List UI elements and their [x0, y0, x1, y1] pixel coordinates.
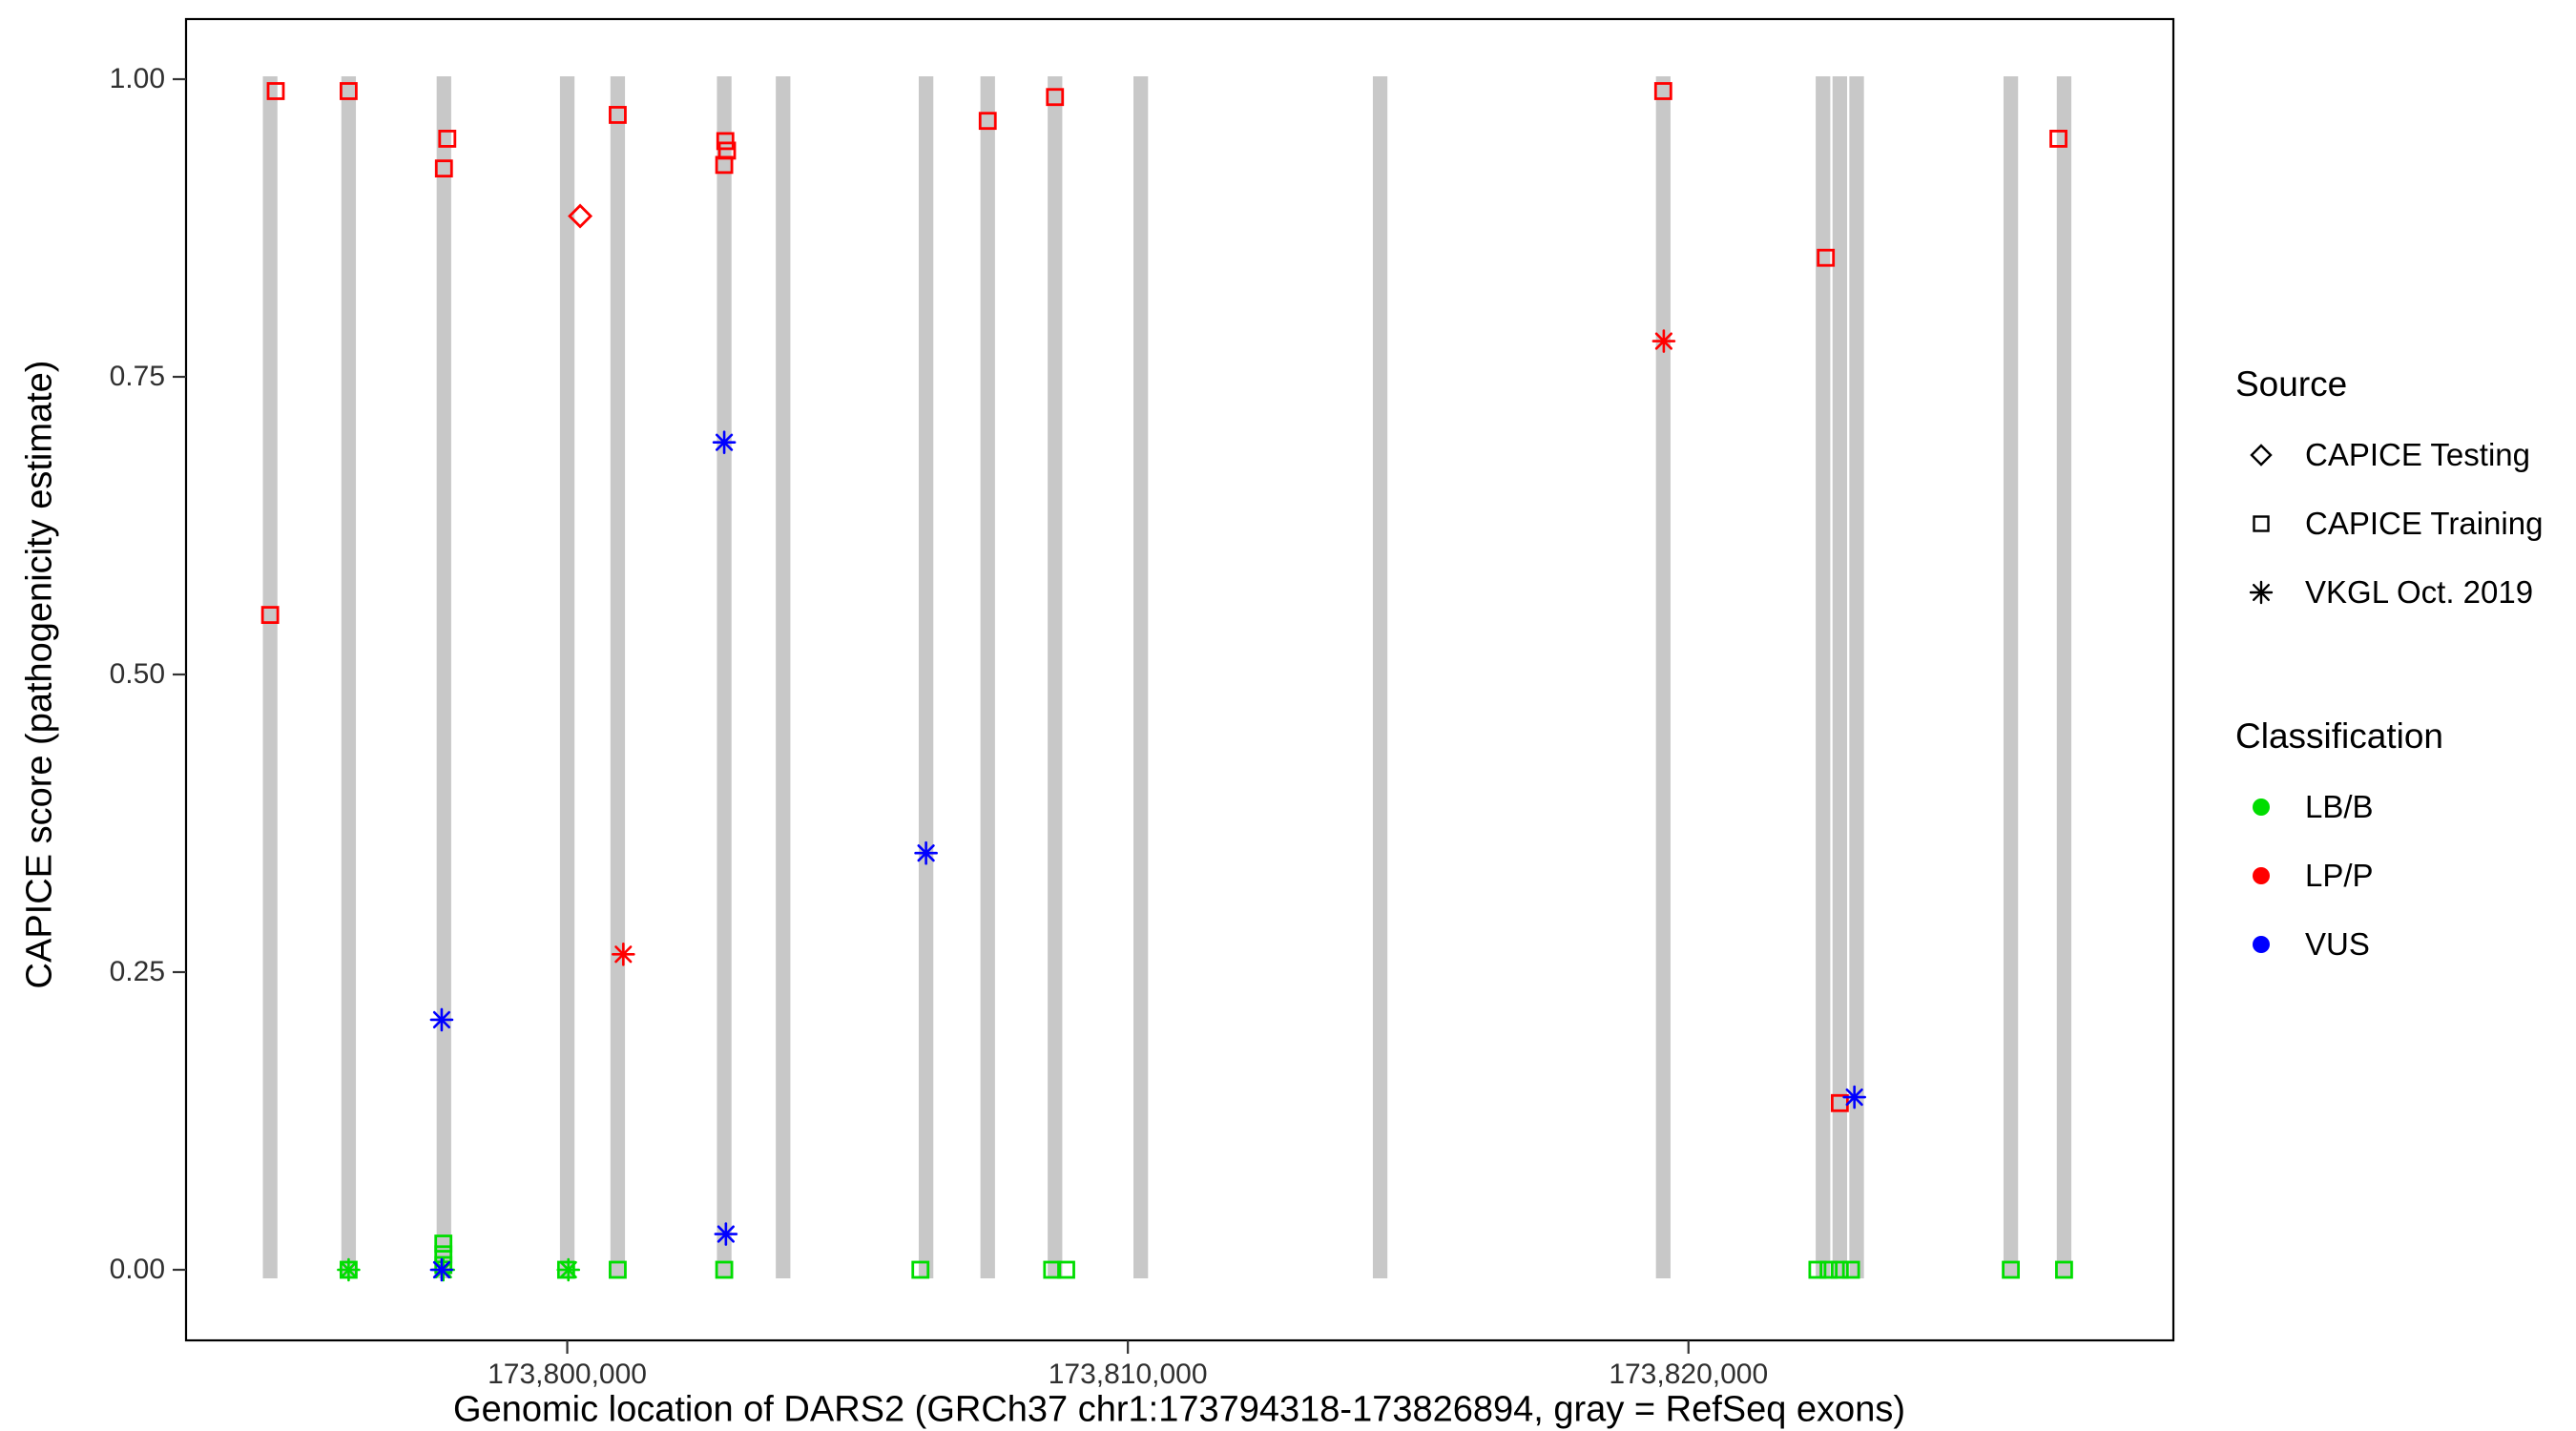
data-point-square — [609, 1260, 627, 1279]
red-dot-icon — [2223, 855, 2299, 897]
panel-border — [184, 17, 2175, 1342]
data-point-asterisk — [1842, 1085, 1866, 1110]
data-point-square — [340, 82, 358, 100]
legend-label: CAPICE Training — [2305, 506, 2544, 541]
legend-item-lbb: LB/B — [2223, 777, 2374, 838]
exon-band — [436, 76, 451, 1278]
data-point-asterisk — [1652, 329, 1676, 353]
exon-band — [717, 76, 732, 1278]
exon-band — [1372, 76, 1388, 1278]
exon-band — [1048, 76, 1063, 1278]
data-point-asterisk — [556, 1257, 581, 1282]
data-point-square — [2002, 1260, 2020, 1279]
exon-band — [1655, 76, 1671, 1278]
data-point-asterisk — [429, 1007, 454, 1032]
data-point-square — [434, 1234, 453, 1253]
y-tick-label: 1.00 — [109, 63, 165, 94]
data-point-diamond — [568, 203, 593, 229]
green-dot-icon — [2223, 786, 2299, 828]
y-tick-label: 0.75 — [109, 361, 165, 392]
data-point-asterisk — [337, 1257, 361, 1282]
legend-label: CAPICE Testing — [2305, 437, 2530, 472]
data-point-asterisk — [429, 1257, 454, 1282]
asterisk-icon — [2223, 571, 2299, 613]
legend-item-vkgl: VKGL Oct. 2019 — [2223, 562, 2533, 623]
legend-item-capice-training: CAPICE Training — [2223, 493, 2543, 554]
blue-dot-icon — [2223, 923, 2299, 965]
data-point-square — [2049, 129, 2067, 148]
y-tick-label: 0.50 — [109, 658, 165, 690]
data-point-asterisk — [712, 430, 737, 454]
x-tick-label: 173,810,000 — [1048, 1358, 1208, 1390]
legend-source-title: Source — [2235, 364, 2348, 404]
exon-band — [1133, 76, 1149, 1278]
data-point-square — [1819, 1260, 1839, 1279]
legend-label: VUS — [2305, 926, 2370, 962]
exon-band — [918, 76, 934, 1278]
data-point-square — [2055, 1260, 2073, 1279]
data-point-square — [609, 106, 627, 124]
diamond-icon — [2223, 434, 2299, 476]
exon-band — [341, 76, 357, 1278]
data-point-square — [1057, 1260, 1075, 1279]
data-point-square — [434, 159, 453, 178]
y-tick-label: 0.00 — [109, 1254, 165, 1285]
data-point-square — [260, 606, 280, 624]
exon-band — [1816, 76, 1831, 1278]
data-point-square — [715, 156, 734, 175]
data-point-square — [266, 82, 285, 100]
data-point-asterisk — [612, 942, 635, 966]
y-tick-label: 0.25 — [109, 956, 165, 987]
legend-classification-title: Classification — [2235, 716, 2443, 756]
data-point-square — [1653, 82, 1672, 100]
exon-band — [980, 76, 995, 1278]
data-point-square — [438, 129, 457, 148]
data-point-asterisk — [914, 840, 938, 865]
exon-band — [1849, 76, 1864, 1278]
exon-band — [776, 76, 791, 1278]
data-point-square — [1830, 1260, 1849, 1279]
data-point-asterisk — [714, 1222, 738, 1246]
exon-band — [2003, 76, 2019, 1278]
exon-band — [2056, 76, 2072, 1278]
exon-band — [262, 76, 278, 1278]
legend-label: LB/B — [2305, 789, 2374, 824]
x-tick-label: 173,820,000 — [1609, 1358, 1769, 1390]
data-point-square — [1817, 248, 1836, 267]
legend-label: LP/P — [2305, 858, 2374, 893]
legend-item-lpp: LP/P — [2223, 845, 2374, 906]
legend-label: VKGL Oct. 2019 — [2305, 574, 2534, 610]
square-icon — [2223, 503, 2299, 545]
exon-band — [1832, 76, 1848, 1278]
legend-item-capice-testing: CAPICE Testing — [2223, 425, 2530, 486]
x-axis-title: Genomic location of DARS2 (GRCh37 chr1:1… — [453, 1389, 1905, 1430]
data-point-square — [716, 132, 735, 151]
data-point-square — [1046, 88, 1065, 107]
legend-item-vus: VUS — [2223, 914, 2370, 975]
exon-band — [610, 76, 626, 1278]
data-point-square — [715, 1260, 734, 1279]
x-tick-label: 173,800,000 — [488, 1358, 647, 1390]
exon-band — [559, 76, 575, 1278]
data-point-square — [911, 1260, 930, 1279]
data-point-square — [978, 112, 997, 131]
data-point-square — [1808, 1260, 1827, 1279]
data-point-square — [1841, 1260, 1860, 1279]
